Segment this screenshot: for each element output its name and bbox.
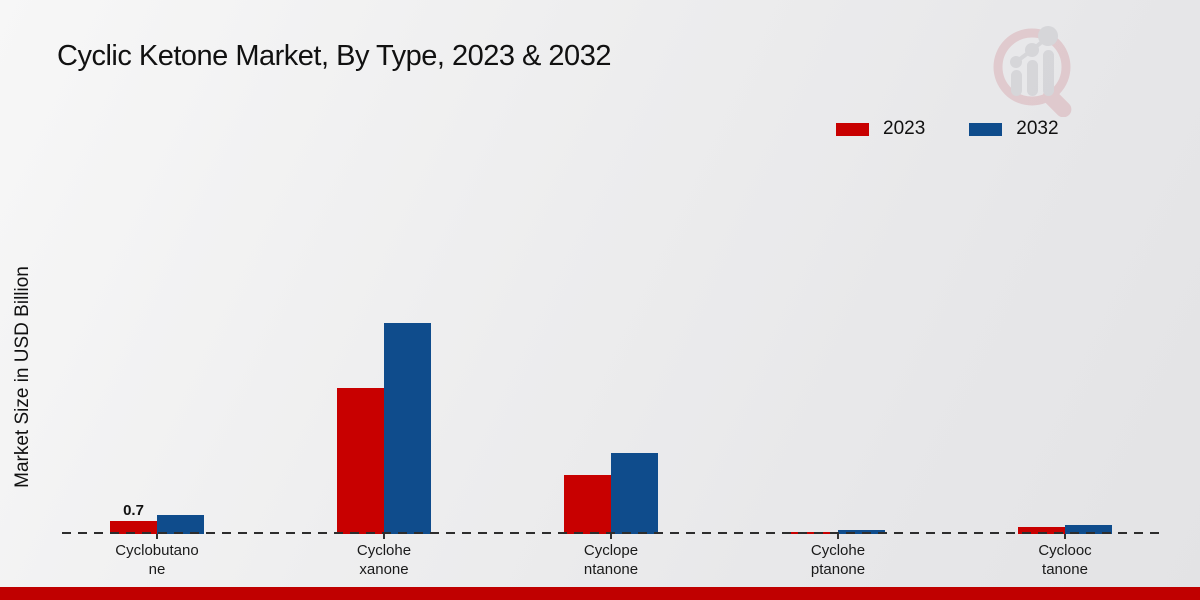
x-axis-category-label: Cyclooc tanone (1038, 542, 1092, 578)
x-axis-category-label: Cyclope ntanone (583, 542, 639, 578)
x-axis-tick (837, 534, 839, 539)
bar-2023-cyclobutanone (110, 520, 157, 534)
bar-value-label: 0.7 (123, 501, 144, 519)
bar-2032-cyclobutanone (157, 515, 204, 534)
legend-swatch-2032 (969, 122, 1003, 136)
x-axis-baseline (62, 532, 1160, 534)
x-axis-tick (156, 534, 158, 539)
legend-label-2032: 2032 (1016, 118, 1059, 139)
footer-accent-bar (0, 587, 1200, 600)
x-axis-category-label: Cyclobutano ne (115, 542, 199, 578)
magnifier-chart-logo-icon (993, 26, 1072, 117)
legend-item-2032: 2032 (969, 118, 1059, 140)
legend: 2023 2032 (836, 118, 1059, 140)
bar-2023-cyclopentanone (564, 475, 611, 534)
x-axis-tick (383, 534, 385, 539)
legend-swatch-2023 (836, 122, 869, 136)
x-axis-category-label: Cyclohe ptanone (810, 542, 866, 578)
bar-2032-cyclooctanone (1065, 524, 1112, 534)
x-axis-category-label: Cyclohe xanone (356, 542, 412, 578)
chart-title: Cyclic Ketone Market, By Type, 2023 & 20… (57, 40, 611, 72)
bar-2023-cyclooctanone (1018, 527, 1065, 534)
x-axis-tick (1064, 534, 1066, 539)
x-axis-tick (610, 534, 612, 539)
bar-2032-cyclopentanone (611, 453, 658, 534)
y-axis-label: Market Size in USD Billion (12, 266, 33, 488)
legend-label-2023: 2023 (883, 118, 926, 139)
bar-2032-cyclohexanone (384, 323, 431, 534)
legend-item-2023: 2023 (836, 118, 925, 140)
bar-2023-cyclohexanone (337, 387, 384, 534)
